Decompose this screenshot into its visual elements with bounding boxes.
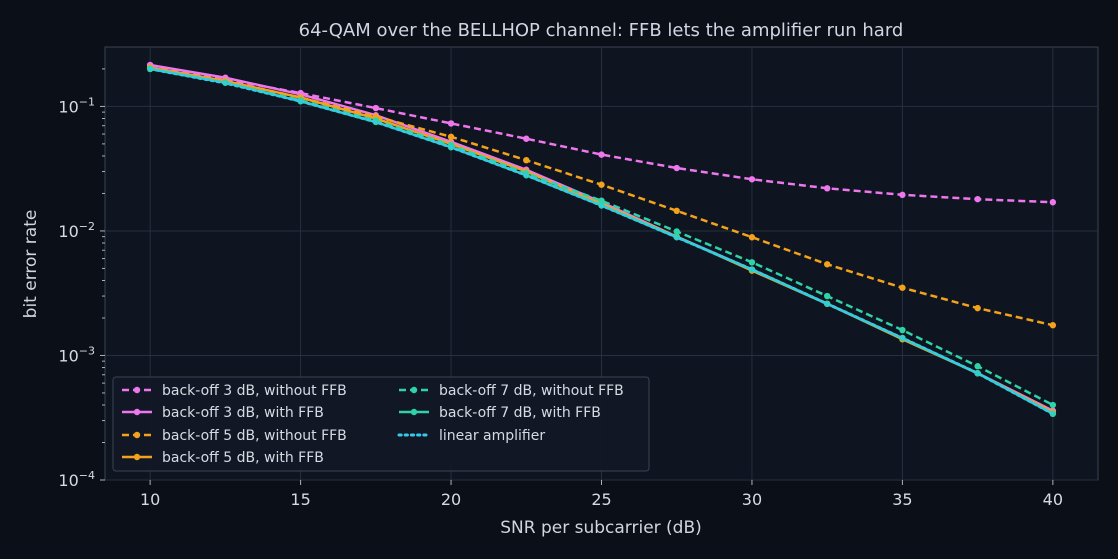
series-3 (146, 64, 1057, 329)
legend-entry: back-off 3 dB, without FFB (122, 383, 347, 399)
y-tick-label: 10−3 (58, 344, 95, 365)
legend-marker (133, 431, 141, 439)
legend-entry: back-off 3 dB, with FFB (122, 405, 324, 421)
series-7 (148, 67, 1055, 416)
legend-label: back-off 5 dB, without FFB (162, 428, 347, 444)
legend-entry: linear amplifier (397, 428, 545, 444)
data-point (598, 181, 605, 188)
x-axis-label: SNR per subcarrier (dB) (500, 518, 702, 538)
data-point (823, 292, 831, 300)
data-point (1049, 322, 1057, 329)
data-point (748, 259, 756, 266)
x-tick-label: 20 (441, 490, 461, 509)
data-point (673, 228, 680, 235)
y-axis-label: bit error rate (21, 210, 41, 319)
x-tick-label: 30 (742, 490, 762, 509)
data-point (974, 304, 981, 312)
legend-label: back-off 7 dB, without FFB (439, 383, 624, 399)
axis-ticks: 10 15 20 25 30 35 40 10−4 10−3 10−2 10−1 (58, 95, 1063, 509)
data-point (523, 135, 530, 142)
data-point (1049, 199, 1057, 206)
legend-marker (133, 408, 141, 416)
series-line (148, 67, 1055, 416)
data-point (1049, 401, 1057, 409)
legend-label: back-off 7 dB, with FFB (439, 405, 601, 421)
legend: back-off 3 dB, without FFB back-off 3 dB,… (112, 376, 650, 472)
legend-label: back-off 5 dB, with FFB (162, 450, 324, 466)
x-tick-label: 40 (1043, 490, 1063, 509)
legend-label: back-off 3 dB, with FFB (162, 405, 324, 421)
data-point (823, 261, 831, 268)
data-point (748, 234, 756, 241)
x-tick-label: 25 (591, 490, 611, 509)
data-point (372, 104, 380, 112)
data-point (447, 120, 455, 127)
legend-box (112, 376, 650, 472)
data-point (598, 197, 605, 204)
x-tick-label: 35 (892, 490, 912, 509)
data-point (899, 191, 906, 199)
chart-title: 64-QAM over the BELLHOP channel: FFB let… (299, 20, 904, 41)
x-tick-label: 15 (290, 490, 310, 509)
y-tick-label: 10−4 (58, 469, 95, 490)
legend-label: linear amplifier (439, 428, 545, 444)
legend-entry: back-off 7 dB, without FFB (399, 383, 624, 399)
y-tick-label: 10−1 (58, 95, 95, 116)
legend-marker (133, 453, 141, 461)
data-point (523, 156, 530, 164)
legend-entry: back-off 5 dB, without FFB (122, 428, 347, 444)
legend-marker (133, 386, 141, 394)
x-tick-label: 10 (140, 490, 160, 509)
legend-marker (410, 386, 418, 394)
data-point (673, 207, 680, 215)
legend-entry: back-off 7 dB, with FFB (399, 405, 601, 421)
legend-marker (410, 408, 418, 416)
legend-entry: back-off 5 dB, with FFB (122, 450, 324, 466)
data-point (823, 185, 831, 192)
data-point (598, 151, 605, 158)
data-point (447, 133, 455, 141)
data-point (899, 284, 906, 291)
data-point (899, 326, 906, 334)
series-lines (146, 61, 1057, 418)
data-point (974, 363, 981, 370)
data-point (974, 195, 981, 203)
y-tick-label: 10−2 (58, 220, 95, 241)
y-minor-ticks (102, 68, 105, 444)
data-point (673, 164, 680, 172)
data-point (748, 176, 756, 183)
legend-label: back-off 3 dB, without FFB (162, 383, 347, 399)
